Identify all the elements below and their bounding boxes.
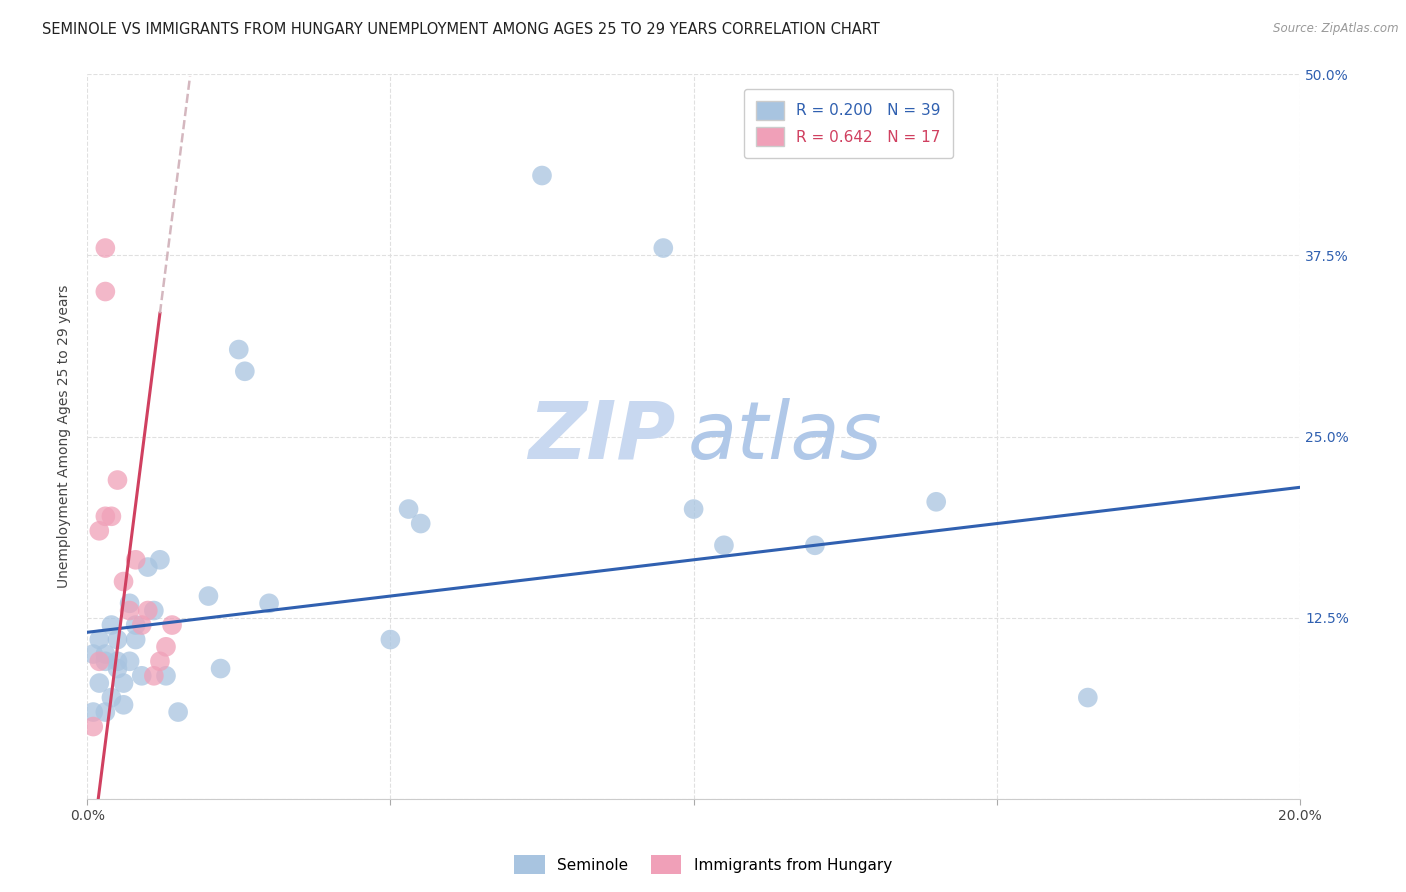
Point [118,603,141,617]
Point [142,603,165,617]
Point [1077,690,1099,705]
Point [82,647,104,661]
Y-axis label: Unemployment Among Ages 25 to 29 years: Unemployment Among Ages 25 to 29 years [58,285,72,588]
Point [112,698,135,712]
Point [124,632,146,647]
Point [94,654,117,668]
Point [136,560,159,574]
Point [257,596,280,610]
Point [804,538,827,552]
Point [89,632,111,647]
Point [380,632,402,647]
Point [112,574,135,589]
Point [89,654,111,668]
Point [94,285,117,299]
Point [713,538,735,552]
Point [155,640,177,654]
Point [530,169,553,183]
Point [100,690,122,705]
Point [94,509,117,524]
Point [124,553,146,567]
Point [107,662,129,676]
Point [118,596,141,610]
Point [167,705,190,719]
Point [107,473,129,487]
Point [228,343,250,357]
Point [652,241,675,255]
Point [136,603,159,617]
Point [142,669,165,683]
Point [197,589,219,603]
Point [160,618,183,632]
Point [398,502,420,516]
Point [89,676,111,690]
Point [155,669,177,683]
Point [89,524,111,538]
Text: ZIP: ZIP [529,398,675,475]
Point [209,662,232,676]
Point [682,502,704,516]
Point [107,654,129,668]
Point [82,720,104,734]
Point [925,495,948,509]
Point [94,705,117,719]
Point [124,618,146,632]
Point [100,509,122,524]
Text: Source: ZipAtlas.com: Source: ZipAtlas.com [1274,22,1399,36]
Point [94,647,117,661]
Point [149,654,172,668]
Legend: Seminole, Immigrants from Hungary: Seminole, Immigrants from Hungary [508,849,898,880]
Point [107,632,129,647]
Point [118,654,141,668]
Text: SEMINOLE VS IMMIGRANTS FROM HUNGARY UNEMPLOYMENT AMONG AGES 25 TO 29 YEARS CORRE: SEMINOLE VS IMMIGRANTS FROM HUNGARY UNEM… [42,22,880,37]
Point [409,516,432,531]
Point [100,618,122,632]
Point [112,676,135,690]
Point [131,618,153,632]
Point [233,364,256,378]
Text: atlas: atlas [688,398,883,475]
Point [131,669,153,683]
Legend: R = 0.200   N = 39, R = 0.642   N = 17: R = 0.200 N = 39, R = 0.642 N = 17 [744,89,953,158]
Point [82,705,104,719]
Point [94,241,117,255]
Point [149,553,172,567]
